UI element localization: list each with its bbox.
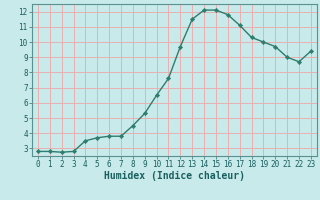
X-axis label: Humidex (Indice chaleur): Humidex (Indice chaleur) bbox=[104, 171, 245, 181]
